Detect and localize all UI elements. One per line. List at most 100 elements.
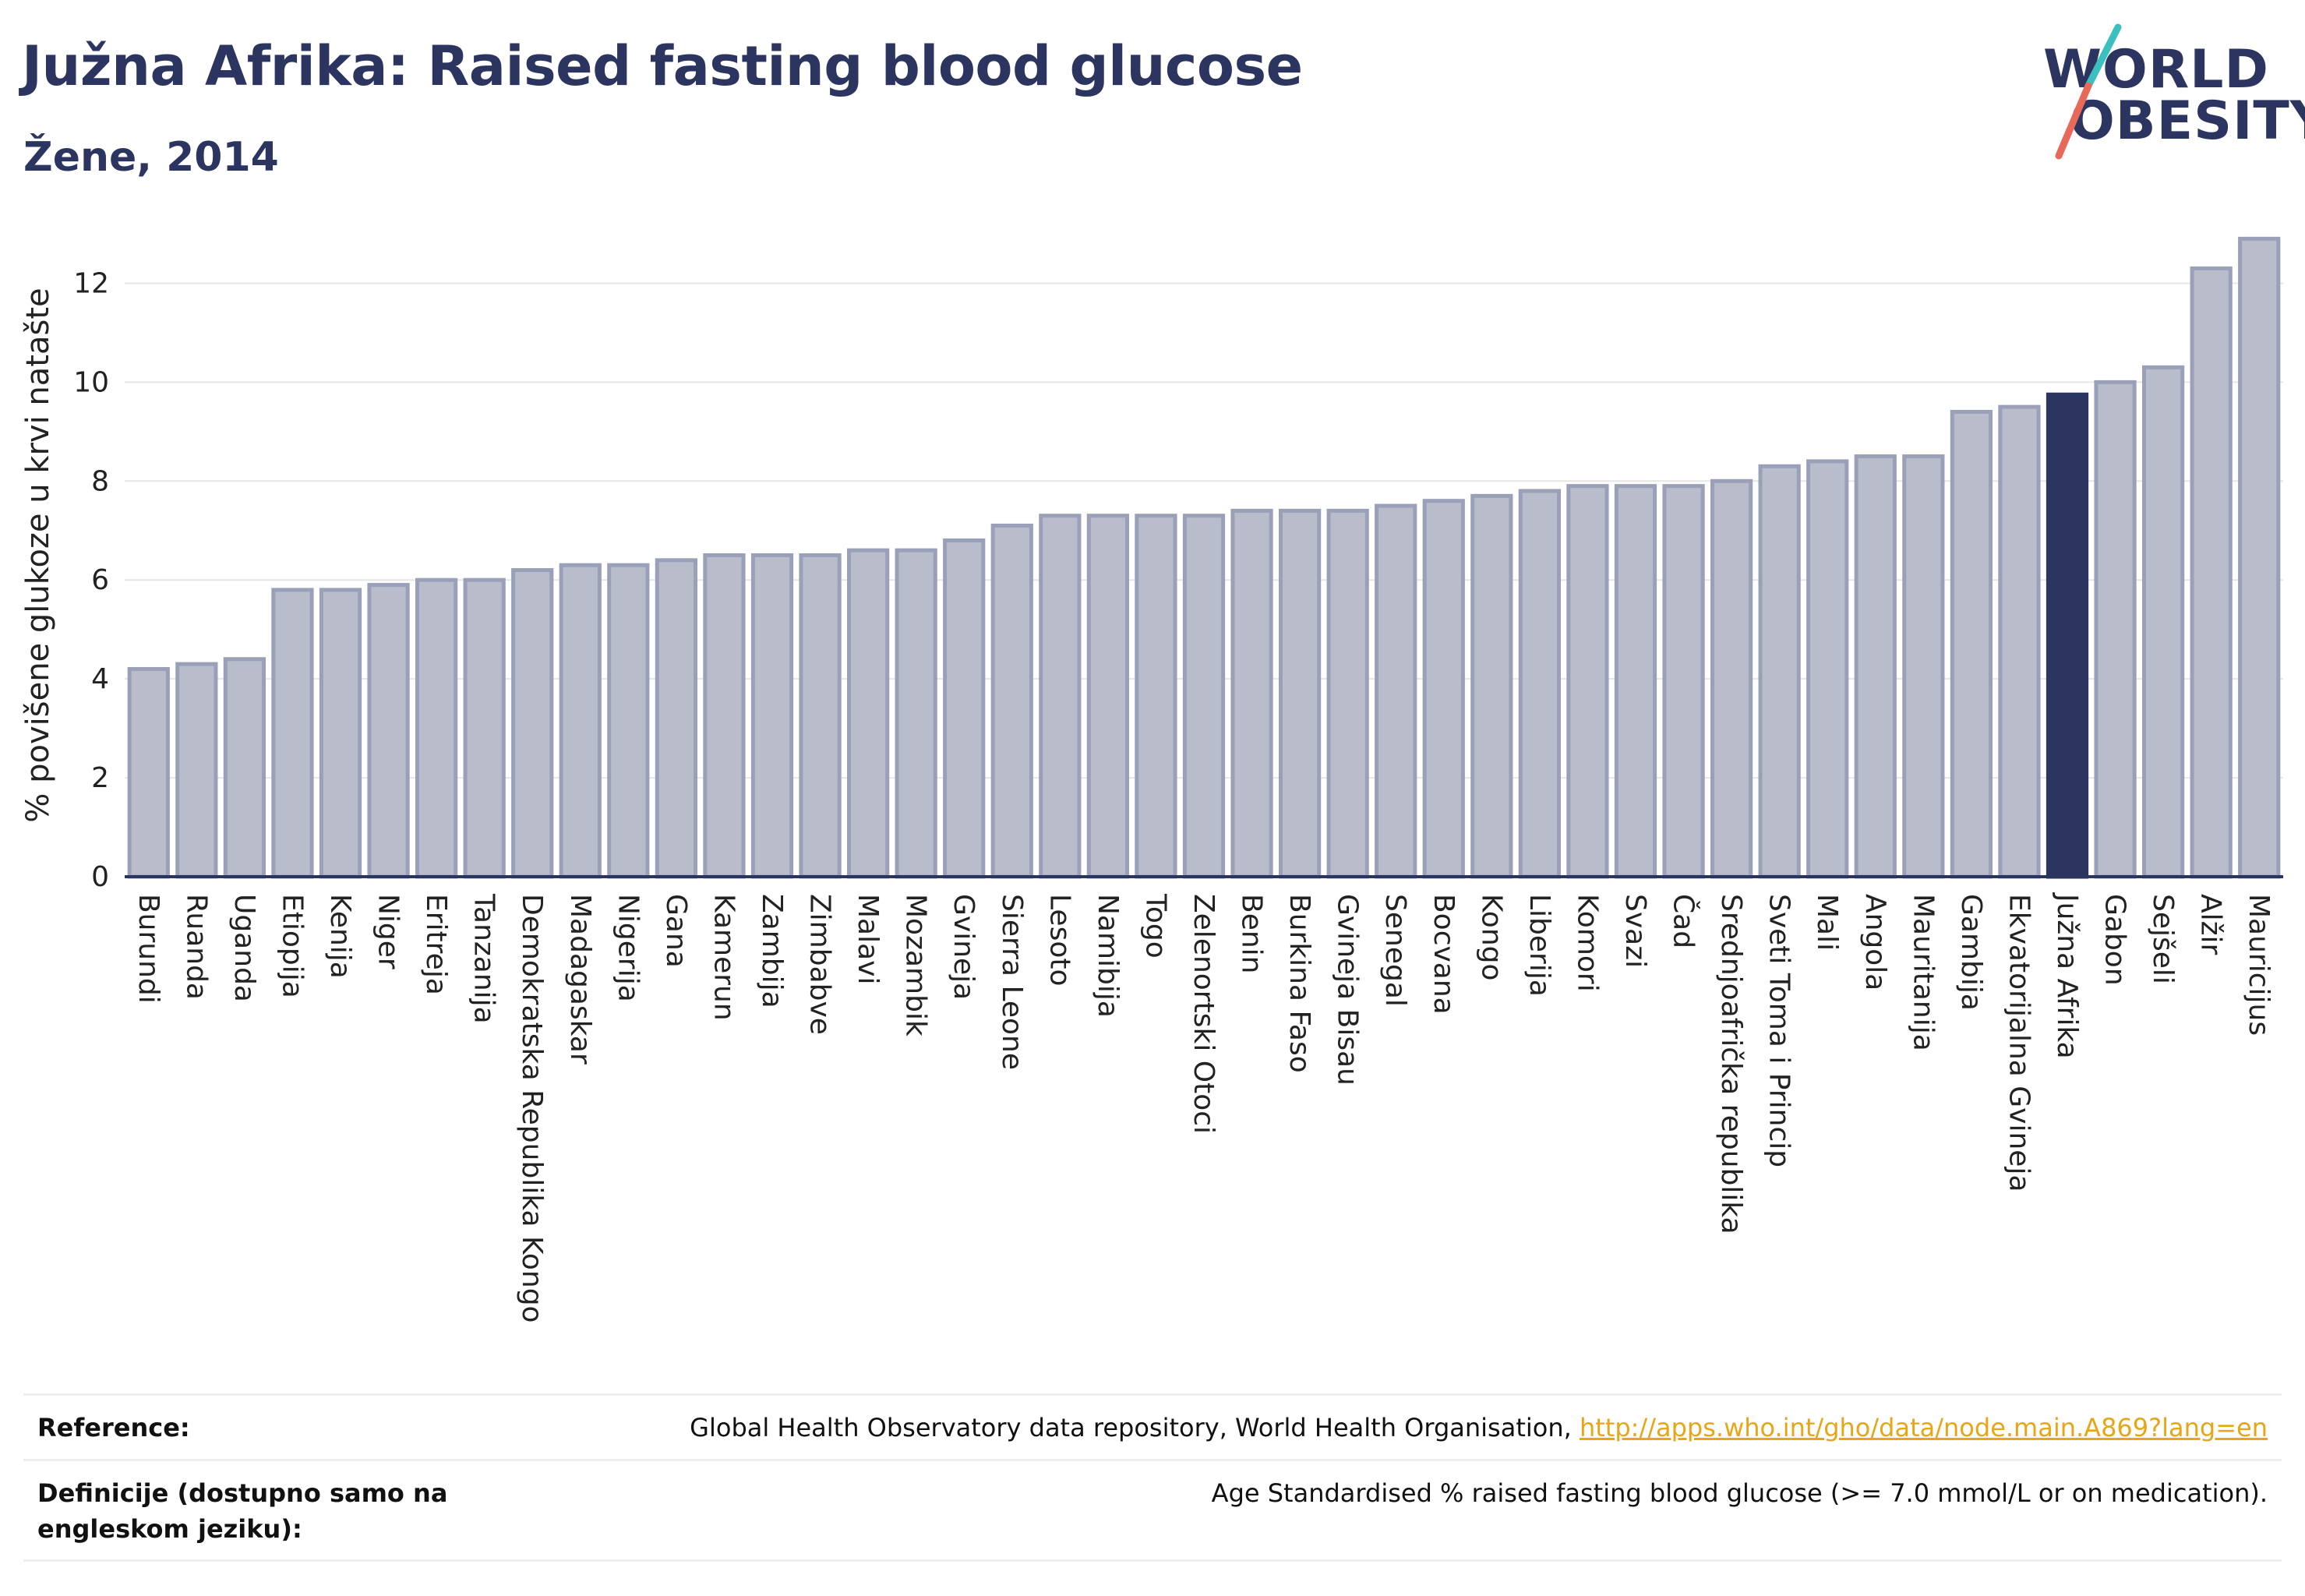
reference-row: Reference: Global Health Observatory dat…: [23, 1393, 2282, 1461]
bar[interactable]: [1518, 489, 1562, 879]
category-label: Srednjoafrička republika: [1715, 894, 1747, 1234]
bar[interactable]: [1135, 514, 1177, 879]
category-label: Niger: [372, 894, 404, 969]
bar[interactable]: [2190, 266, 2233, 879]
category-label: Nigerija: [612, 894, 644, 1002]
category-label: Zelenortski Otoci: [1188, 894, 1220, 1134]
category-label: Malavi: [852, 894, 884, 985]
bar[interactable]: [1854, 454, 1897, 879]
world-obesity-logo[interactable]: WORLD OBESITY: [2026, 23, 2305, 164]
category-label: Gabon: [2099, 894, 2131, 986]
category-label: Mauritanija: [1907, 894, 1939, 1051]
bar[interactable]: [127, 666, 170, 879]
category-label: Sejšeli: [2147, 894, 2179, 984]
bar[interactable]: [1710, 478, 1753, 879]
category-label: Etiopija: [276, 894, 308, 998]
category-labels: Burundi Ruanda Uganda Etiopija Kenija Niger Er…: [132, 892, 2275, 1323]
bar[interactable]: [1470, 493, 1513, 879]
category-label: Madagaskar: [564, 894, 596, 1065]
bar[interactable]: [559, 563, 602, 879]
bar[interactable]: [846, 548, 890, 879]
category-label: Tanzanija: [468, 893, 500, 1024]
y-tick-label: 2: [91, 762, 109, 794]
category-label: Burkina Faso: [1283, 894, 1315, 1073]
bar[interactable]: [895, 548, 937, 879]
page-title: Južna Afrika: Raised fasting blood gluco…: [22, 34, 1303, 98]
bar[interactable]: [1278, 508, 1322, 879]
bar[interactable]: [2094, 380, 2137, 879]
category-label: Liberija: [1523, 894, 1555, 997]
bar[interactable]: [511, 568, 554, 879]
bar[interactable]: [1039, 514, 1082, 879]
bar[interactable]: [2141, 365, 2185, 879]
bar[interactable]: [1182, 514, 1226, 879]
y-tick-labels: 0 2 4 6 8 10 12: [73, 267, 109, 893]
reference-text: Global Health Observatory data repositor…: [690, 1413, 1580, 1442]
reference-link[interactable]: http://apps.who.int/gho/data/node.main.A…: [1579, 1413, 2268, 1442]
y-tick-label: 8: [91, 465, 109, 497]
y-tick-label: 10: [73, 366, 109, 398]
bar[interactable]: [1998, 404, 2041, 879]
category-label: Uganda: [228, 894, 260, 1002]
bar[interactable]: [1086, 514, 1130, 879]
category-label: Angola: [1859, 894, 1891, 990]
category-label: Burundi: [132, 894, 164, 1004]
bar[interactable]: [367, 583, 410, 879]
bar[interactable]: [703, 553, 746, 879]
bar-highlight[interactable]: [2046, 392, 2089, 879]
bar[interactable]: [1375, 503, 1417, 879]
bar[interactable]: [750, 553, 794, 879]
category-label: Mauricijus: [2243, 894, 2275, 1036]
category-label: Lesoto: [1043, 894, 1075, 987]
category-label: Benin: [1236, 894, 1268, 973]
logo-slash-icon: [2055, 23, 2122, 160]
bar[interactable]: [1230, 508, 1273, 879]
bar[interactable]: [1614, 484, 1657, 879]
bar[interactable]: [1566, 484, 1609, 879]
category-label: Demokratska Republika Kongo: [516, 894, 548, 1323]
bar[interactable]: [943, 538, 986, 879]
y-tick-label: 12: [73, 267, 109, 299]
logo-line1: WORLD: [2043, 39, 2269, 101]
reference-value: Global Health Observatory data repositor…: [690, 1410, 2268, 1446]
category-label: Južna Afrika: [2051, 892, 2083, 1059]
bar[interactable]: [1806, 459, 1849, 879]
category-label: Komori: [1571, 894, 1603, 992]
bar[interactable]: [223, 657, 267, 879]
category-label: Ruanda: [180, 894, 212, 1000]
footer: Reference: Global Health Observatory dat…: [23, 1393, 2282, 1565]
bar[interactable]: [607, 563, 650, 879]
bar[interactable]: [319, 588, 362, 879]
category-label: Čad: [1668, 894, 1700, 948]
bar[interactable]: [175, 662, 218, 879]
logo-line2: OBESITY: [2070, 90, 2305, 152]
bar[interactable]: [1422, 499, 1465, 879]
bar[interactable]: [1326, 508, 1369, 879]
category-label: Ekvatorijalna Gvineja: [2003, 894, 2035, 1192]
bar[interactable]: [655, 558, 698, 879]
category-label: Kongo: [1475, 894, 1507, 981]
bar[interactable]: [1902, 454, 1945, 879]
bar[interactable]: [799, 553, 842, 879]
definition-label: Definicije (dostupno samo na engleskom j…: [37, 1478, 448, 1544]
bar[interactable]: [1662, 484, 1705, 879]
reference-label: Reference:: [37, 1413, 190, 1442]
bar[interactable]: [1758, 464, 1801, 879]
bar[interactable]: [2238, 236, 2281, 879]
y-axis-label: % povišene glukoze u krvi natašte: [20, 288, 56, 822]
bar[interactable]: [415, 577, 458, 879]
category-label: Sierra Leone: [996, 894, 1028, 1070]
bar[interactable]: [271, 588, 314, 879]
category-label: Eritreja: [420, 894, 452, 995]
category-label: Zimbabve: [804, 894, 836, 1035]
category-label: Bocvana: [1428, 894, 1460, 1015]
bar[interactable]: [463, 577, 506, 879]
y-tick-label: 6: [91, 564, 109, 596]
category-label: Togo: [1139, 893, 1171, 959]
category-label: Gvineja Bisau: [1332, 894, 1364, 1086]
bar[interactable]: [990, 523, 1033, 879]
bar[interactable]: [1950, 409, 1993, 879]
category-label: Sveti Toma i Princip: [1763, 894, 1795, 1167]
definition-row: Definicije (dostupno samo na engleskom j…: [23, 1459, 2282, 1562]
category-label: Gvineja: [948, 894, 980, 1000]
